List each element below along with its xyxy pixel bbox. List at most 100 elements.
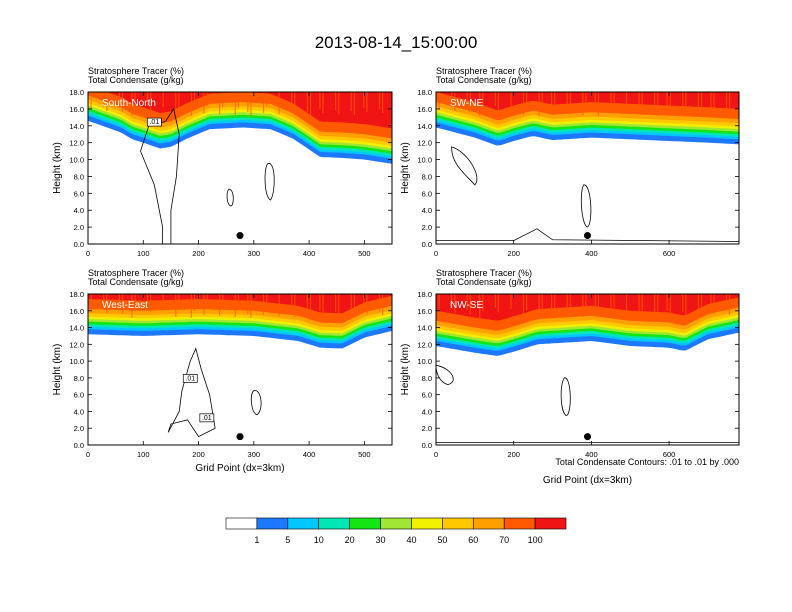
y-tick-label: 16.0 xyxy=(417,307,432,316)
location-marker xyxy=(584,433,591,441)
colorbar-swatch xyxy=(349,517,381,530)
plot-area: .01 South-North xyxy=(88,92,392,244)
plot-frame xyxy=(435,293,740,446)
x-tick-label: 400 xyxy=(585,249,598,258)
colorbar-swatch xyxy=(287,517,320,530)
y-tick-label: 8.0 xyxy=(74,172,84,181)
y-tick-label: 4.0 xyxy=(422,407,432,416)
panel-label: South-North xyxy=(102,98,156,109)
tracer-band-top xyxy=(88,92,392,129)
x-axis-label: Grid Point (dx=3km) xyxy=(195,463,284,474)
y-tick-label: 14.0 xyxy=(417,122,432,131)
plot-area: SW-NE xyxy=(436,92,739,244)
colorbar-label: 5 xyxy=(285,535,290,545)
panel-header-tracer: Stratosphere Tracer (%) xyxy=(436,66,532,76)
contour-line xyxy=(167,347,216,438)
panel-label: SW-NE xyxy=(450,98,483,109)
y-tick-label: 14.0 xyxy=(417,324,432,333)
panel-west-east: Stratosphere Tracer (%)Total Condensate … xyxy=(52,268,393,474)
y-tick-label: 12.0 xyxy=(417,139,432,148)
colorbar-label: 30 xyxy=(376,535,386,545)
x-tick-label: 500 xyxy=(358,249,371,258)
y-axis-label: Height (km) xyxy=(400,344,411,396)
y-tick-label: 0.0 xyxy=(74,240,84,249)
colorbar-label: 50 xyxy=(437,535,447,545)
x-tick-label: 400 xyxy=(303,450,316,459)
contour-line xyxy=(436,364,454,386)
figure-title: 2013-08-14_15:00:00 xyxy=(315,33,478,52)
y-tick-label: 0.0 xyxy=(74,441,84,450)
contour-line xyxy=(264,163,275,201)
contour-label-box xyxy=(146,117,162,127)
panel-label: West-East xyxy=(102,300,148,311)
contour-note: Total Condensate Contours: .01 to .01 by… xyxy=(555,457,739,467)
y-tick-label: 8.0 xyxy=(422,374,432,383)
y-tick-label: 14.0 xyxy=(69,122,84,131)
plot-frame xyxy=(87,91,393,245)
y-tick-label: 0.0 xyxy=(422,240,432,249)
y-tick-label: 2.0 xyxy=(422,223,432,232)
x-tick-label: 0 xyxy=(86,249,90,258)
panel-header-condensate: Total Condensate (g/kg) xyxy=(88,277,184,287)
y-tick-label: 6.0 xyxy=(422,391,432,400)
y-tick-label: 10.0 xyxy=(417,156,432,165)
y-tick-label: 8.0 xyxy=(74,374,84,383)
x-tick-label: 300 xyxy=(248,450,261,459)
x-tick-label: 300 xyxy=(248,249,261,258)
y-tick-label: 8.0 xyxy=(422,172,432,181)
panel-sw-ne: Stratosphere Tracer (%)Total Condensate … xyxy=(400,66,740,258)
colorbar-swatch xyxy=(442,517,474,530)
panel-label: NW-SE xyxy=(450,300,483,311)
y-tick-label: 0.0 xyxy=(422,441,432,450)
plot-frame xyxy=(87,293,393,446)
tracer-band-top xyxy=(436,294,739,321)
colorbar-label: 70 xyxy=(499,535,509,545)
y-tick-label: 14.0 xyxy=(69,324,84,333)
panel-header-tracer: Stratosphere Tracer (%) xyxy=(436,268,532,278)
x-axis-label: Grid Point (dx=3km) xyxy=(543,475,632,486)
x-tick-label: 100 xyxy=(137,450,150,459)
contour-label: .01 xyxy=(149,119,159,126)
contour-line xyxy=(250,390,262,416)
y-tick-label: 4.0 xyxy=(74,206,84,215)
x-tick-label: 200 xyxy=(192,249,205,258)
x-tick-label: 0 xyxy=(434,249,438,258)
tracer-band-top xyxy=(436,92,739,110)
y-tick-label: 4.0 xyxy=(74,407,84,416)
y-tick-label: 16.0 xyxy=(69,307,84,316)
y-axis-label: Height (km) xyxy=(52,344,63,396)
colorbar-swatch xyxy=(534,517,567,530)
plot-area: NW-SE xyxy=(436,294,739,445)
colorbar-swatch xyxy=(503,517,536,530)
colorbar-label: 40 xyxy=(406,535,416,545)
y-tick-label: 6.0 xyxy=(74,391,84,400)
y-axis-label: Height (km) xyxy=(400,142,411,194)
contour-line xyxy=(226,188,234,207)
y-tick-label: 12.0 xyxy=(417,340,432,349)
y-tick-label: 10.0 xyxy=(69,156,84,165)
y-tick-label: 18.0 xyxy=(69,88,84,97)
y-tick-label: 10.0 xyxy=(417,357,432,366)
colorbar-label: 20 xyxy=(345,535,355,545)
contour-label-box xyxy=(199,413,215,423)
panel-south-north: Stratosphere Tracer (%)Total Condensate … xyxy=(52,66,393,258)
y-tick-label: 6.0 xyxy=(422,189,432,198)
y-tick-label: 18.0 xyxy=(417,290,432,299)
colorbar: 1 5 10 20 30 40 50 60 70 100 xyxy=(225,517,567,545)
plot-area: .01 .01 West-East xyxy=(88,294,392,445)
colorbar-swatch xyxy=(411,517,443,530)
colorbar-swatch xyxy=(380,517,412,530)
y-tick-label: 16.0 xyxy=(417,105,432,114)
colorbar-label: 60 xyxy=(468,535,478,545)
condensate-contours xyxy=(436,364,739,443)
colorbar-label: 10 xyxy=(314,535,324,545)
y-tick-label: 12.0 xyxy=(69,340,84,349)
x-tick-label: 200 xyxy=(192,450,205,459)
contour-label: .01 xyxy=(202,415,212,422)
x-tick-label: 400 xyxy=(585,450,598,459)
x-tick-label: 100 xyxy=(137,249,150,258)
y-tick-label: 2.0 xyxy=(74,223,84,232)
condensate-contours xyxy=(140,107,275,244)
colorbar-swatch xyxy=(318,517,350,530)
